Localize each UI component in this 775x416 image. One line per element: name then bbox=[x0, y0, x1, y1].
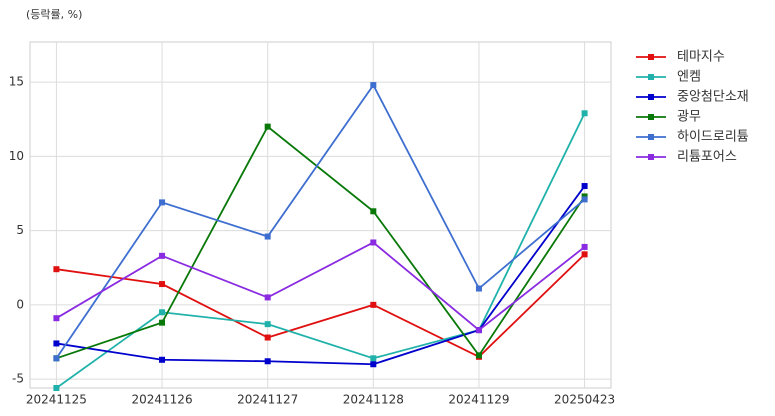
y-tick-label: 15 bbox=[9, 75, 24, 89]
y-tick-label: 5 bbox=[16, 223, 24, 237]
x-tick-label: 20241125 bbox=[26, 393, 87, 407]
point-marker bbox=[581, 251, 588, 258]
point-marker bbox=[159, 252, 166, 259]
point-marker bbox=[581, 243, 588, 250]
legend-marker bbox=[648, 54, 654, 60]
y-tick-label: -5 bbox=[12, 372, 24, 386]
x-tick-label: 20241126 bbox=[132, 393, 193, 407]
point-marker bbox=[581, 196, 588, 203]
series-line bbox=[55, 112, 586, 389]
x-tick-label: 20241128 bbox=[343, 393, 404, 407]
y-tick-label: 10 bbox=[9, 149, 24, 163]
point-marker bbox=[53, 340, 60, 347]
point-marker bbox=[581, 110, 588, 117]
point-marker bbox=[370, 355, 377, 362]
x-tick-label: 20250423 bbox=[554, 393, 615, 407]
point-marker bbox=[53, 266, 60, 273]
legend-marker bbox=[648, 154, 654, 160]
point-marker bbox=[264, 358, 271, 365]
series-line bbox=[55, 83, 586, 359]
point-marker bbox=[370, 239, 377, 246]
legend-label: 리튬포어스 bbox=[677, 150, 737, 165]
point-marker bbox=[370, 82, 377, 89]
point-marker bbox=[159, 281, 166, 288]
y-axis-label: (등락률, %) bbox=[26, 8, 82, 21]
point-marker bbox=[264, 233, 271, 240]
legend-label: 광무 bbox=[677, 110, 701, 125]
legend-label: 하이드로리튬 bbox=[677, 130, 749, 145]
point-marker bbox=[581, 183, 588, 190]
point-marker bbox=[370, 361, 377, 368]
legend-marker bbox=[648, 74, 654, 80]
series-line bbox=[56, 253, 586, 358]
point-marker bbox=[159, 199, 166, 206]
series-line bbox=[56, 185, 586, 366]
point-marker bbox=[475, 285, 482, 292]
x-tick-label: 20241129 bbox=[448, 393, 509, 407]
x-tick-label: 20241127 bbox=[237, 393, 298, 407]
series-line bbox=[56, 125, 586, 360]
legend-label: 중앙첨단소재 bbox=[677, 90, 749, 105]
point-marker bbox=[264, 321, 271, 328]
legend-label: 테마지수 bbox=[677, 50, 725, 65]
point-marker bbox=[159, 356, 166, 363]
y-tick-label: 0 bbox=[16, 297, 24, 311]
point-marker bbox=[53, 315, 60, 322]
legend-marker bbox=[648, 134, 654, 140]
point-marker bbox=[370, 301, 377, 308]
legend-marker bbox=[648, 94, 654, 100]
point-marker bbox=[159, 319, 166, 326]
point-marker bbox=[475, 352, 482, 359]
point-marker bbox=[159, 309, 166, 316]
point-marker bbox=[53, 385, 60, 391]
point-marker bbox=[475, 327, 482, 334]
point-marker bbox=[264, 123, 271, 130]
point-marker bbox=[370, 208, 377, 215]
point-marker bbox=[264, 294, 271, 301]
plot-frame bbox=[29, 41, 612, 389]
legend-label: 엔켐 bbox=[677, 70, 701, 85]
point-marker bbox=[264, 334, 271, 341]
legend-marker bbox=[648, 114, 654, 120]
series-line bbox=[55, 241, 586, 332]
point-marker bbox=[53, 355, 60, 362]
